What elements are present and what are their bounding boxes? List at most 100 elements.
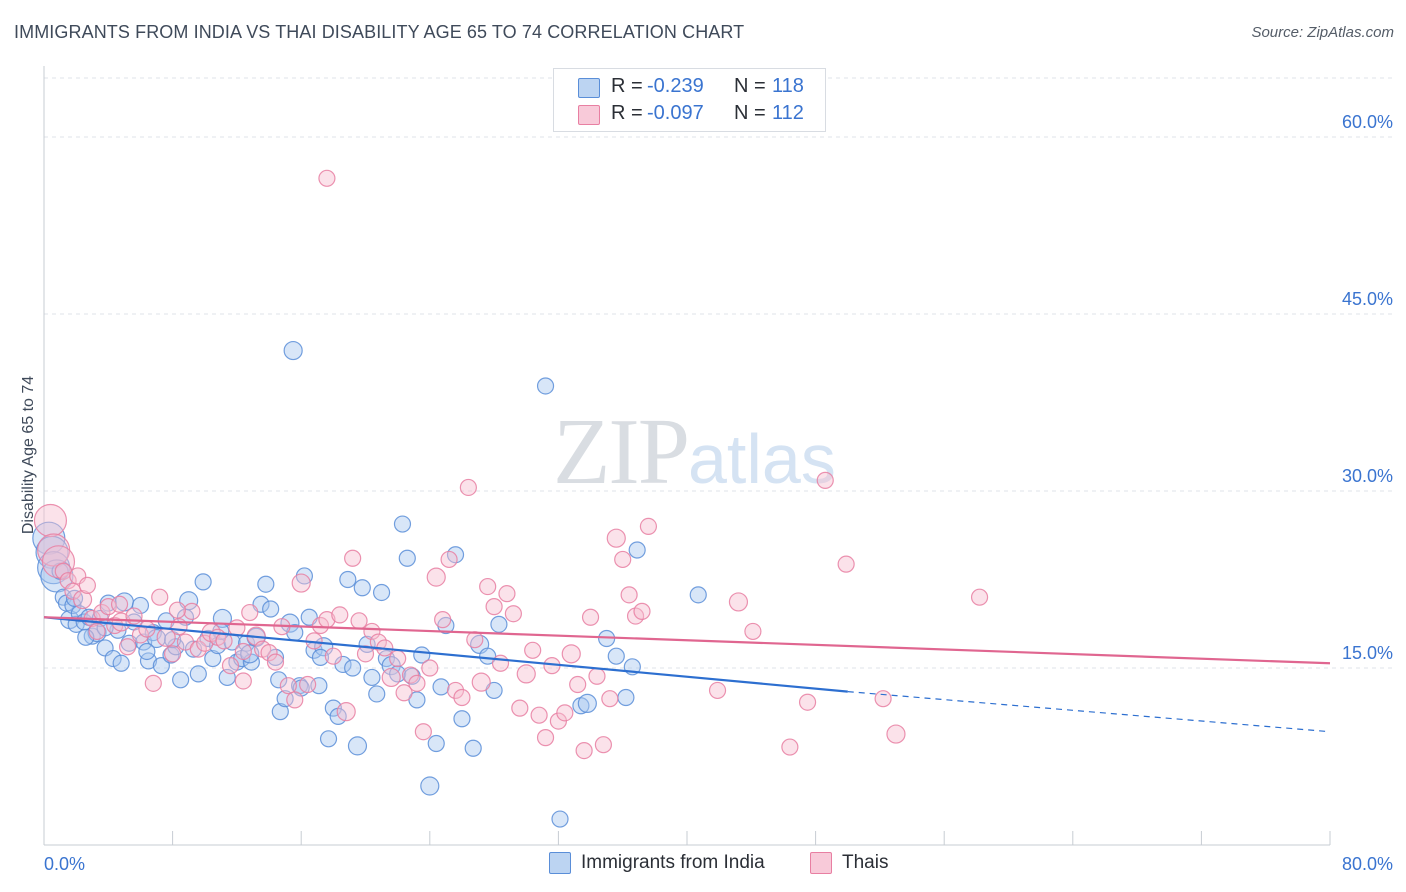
thai-point bbox=[414, 723, 432, 741]
thai-point bbox=[569, 675, 587, 694]
india-point bbox=[339, 570, 357, 589]
trend-lines bbox=[43, 616, 1331, 733]
thai-point bbox=[241, 603, 259, 622]
thai-point bbox=[781, 738, 799, 756]
thai-point bbox=[266, 653, 285, 671]
thai-point bbox=[221, 657, 240, 675]
thai-point bbox=[446, 681, 465, 700]
thai-point bbox=[485, 598, 503, 616]
thai-point bbox=[395, 684, 413, 702]
thai-point bbox=[837, 555, 855, 573]
thai-trend-line bbox=[43, 616, 1331, 665]
thai-point bbox=[299, 675, 317, 694]
thai-point bbox=[279, 677, 297, 695]
india-point bbox=[453, 710, 471, 728]
thai-point bbox=[260, 644, 278, 662]
india-point bbox=[368, 685, 386, 703]
thai-point bbox=[594, 736, 613, 754]
correlation-legend: R = -0.239 N = 118 R = -0.097 N = 112 bbox=[553, 68, 826, 132]
thai-point bbox=[516, 664, 536, 684]
india-trend-extension bbox=[847, 691, 1331, 733]
thai-point bbox=[588, 667, 606, 685]
thai-point bbox=[575, 741, 593, 760]
india-series-points bbox=[32, 340, 707, 828]
thai-point bbox=[536, 729, 555, 747]
watermark-zip: ZIP bbox=[553, 400, 690, 504]
thai-point bbox=[286, 691, 304, 709]
axes bbox=[43, 66, 1331, 846]
thai-point bbox=[708, 681, 727, 700]
thai-point bbox=[886, 724, 906, 744]
thai-point bbox=[466, 631, 484, 649]
thai-point bbox=[363, 622, 381, 641]
india-point bbox=[628, 541, 646, 559]
india-point bbox=[464, 739, 482, 757]
india-point bbox=[551, 810, 569, 828]
india-point bbox=[189, 665, 207, 683]
chart-title: IMMIGRANTS FROM INDIA VS THAI DISABILITY… bbox=[14, 22, 745, 42]
thai-point bbox=[970, 588, 989, 606]
thai-point bbox=[440, 550, 458, 569]
india-point bbox=[131, 596, 150, 615]
thai-point bbox=[331, 606, 349, 624]
india-point bbox=[194, 573, 212, 591]
india-point bbox=[344, 659, 362, 677]
india-point bbox=[689, 586, 707, 604]
thai-point bbox=[33, 503, 68, 538]
thai-point bbox=[78, 576, 97, 595]
thai-point bbox=[138, 620, 156, 638]
thai-point bbox=[336, 702, 356, 722]
thai-point bbox=[434, 611, 452, 629]
india-trend-line bbox=[43, 616, 848, 693]
india-point bbox=[432, 678, 450, 696]
thai-point bbox=[183, 602, 201, 620]
india-point bbox=[353, 579, 371, 597]
thai-point bbox=[151, 588, 169, 606]
india-point bbox=[490, 615, 508, 633]
y-tick-label: 15.0% bbox=[1342, 643, 1393, 663]
india-point bbox=[262, 600, 280, 618]
thai-point bbox=[601, 690, 619, 708]
thai-point bbox=[453, 688, 471, 707]
india-point bbox=[283, 340, 303, 361]
india-point bbox=[319, 730, 338, 748]
india-swatch bbox=[578, 78, 600, 98]
watermark: ZIPatlas bbox=[553, 398, 836, 506]
india-legend-label: Immigrants from India bbox=[581, 852, 765, 873]
thai-point bbox=[498, 585, 516, 603]
legend-r-label: R = bbox=[611, 75, 643, 97]
thai-point bbox=[118, 638, 137, 656]
thai-point bbox=[524, 641, 542, 659]
india-point bbox=[347, 736, 368, 756]
india-point bbox=[204, 649, 222, 668]
thai-point bbox=[426, 567, 446, 587]
thai-point bbox=[164, 645, 182, 663]
thai-point bbox=[234, 642, 252, 661]
thai-point bbox=[110, 595, 129, 613]
thai-point bbox=[491, 654, 510, 672]
india-point bbox=[280, 613, 300, 633]
thai-point bbox=[311, 616, 330, 635]
india-point bbox=[104, 649, 122, 668]
thai-point bbox=[606, 528, 626, 548]
thai-point bbox=[633, 602, 651, 620]
india-point bbox=[607, 647, 625, 665]
thai-point bbox=[144, 674, 162, 692]
axis-labels: 15.0% 30.0% 45.0% 60.0% 0.0% 80.0% Disability … bbox=[20, 112, 1393, 874]
thai-series-points bbox=[33, 169, 989, 760]
grid-lines bbox=[44, 77, 1392, 669]
legend-r-label: R = bbox=[611, 102, 643, 124]
y-axis-title: Disability Age 65 to 74 bbox=[20, 376, 37, 534]
thai-point bbox=[556, 704, 574, 722]
thai-point bbox=[874, 690, 892, 708]
legend-r-value: -0.239 bbox=[647, 75, 704, 97]
thai-point bbox=[72, 589, 93, 610]
thai-point bbox=[620, 586, 638, 604]
x-tick-label: 80.0% bbox=[1342, 854, 1393, 874]
india-point bbox=[138, 642, 156, 661]
india-point bbox=[577, 693, 597, 714]
thai-swatch bbox=[578, 105, 600, 125]
thai-point bbox=[59, 572, 77, 590]
india-point bbox=[393, 515, 412, 533]
legend-n-label: N = bbox=[734, 102, 766, 124]
